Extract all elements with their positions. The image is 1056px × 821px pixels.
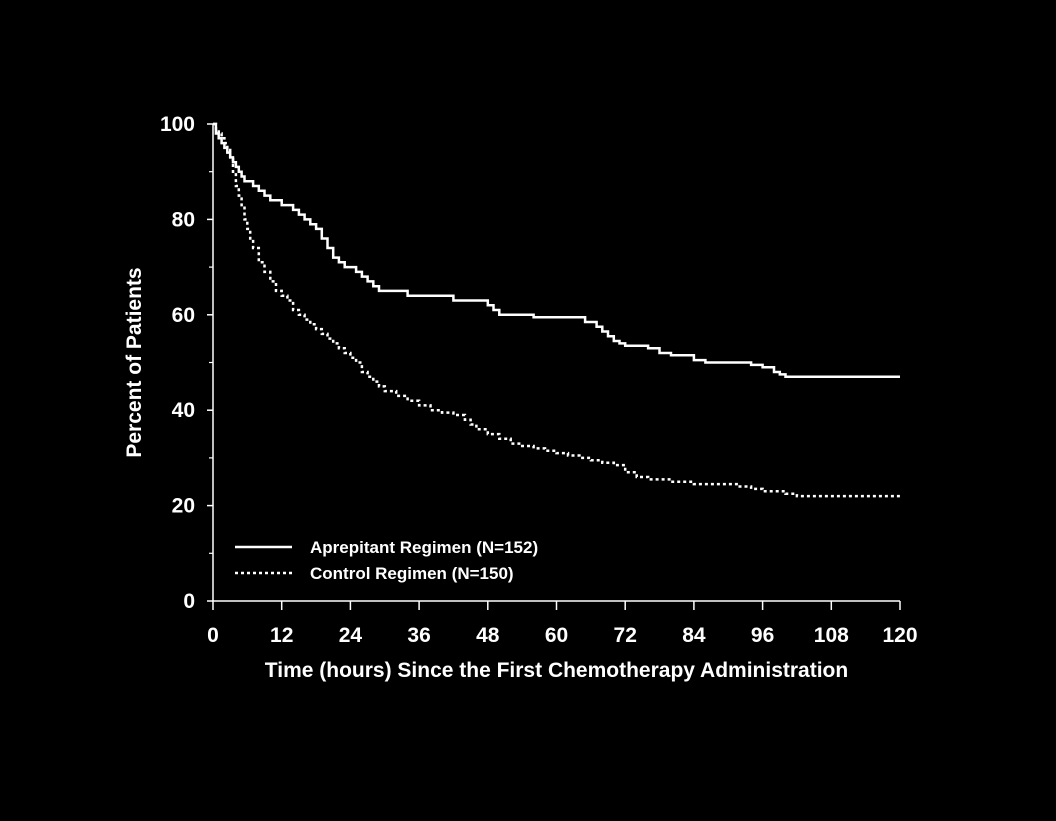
x-tick-label: 120 — [882, 624, 917, 647]
x-tick-label: 108 — [814, 624, 849, 647]
x-tick-label: 24 — [339, 624, 363, 647]
axes: 0 20 40 60 80 100 0 12 24 36 48 60 72 84 96 108 120 — [160, 113, 918, 647]
x-tick-label: 72 — [614, 624, 637, 647]
y-tick-label: 60 — [172, 304, 195, 327]
x-tick-label: 12 — [270, 624, 293, 647]
y-tick-label: 20 — [172, 495, 195, 518]
y-tick-label: 100 — [160, 113, 195, 136]
x-tick-label: 84 — [682, 624, 706, 647]
x-tick-label: 48 — [476, 624, 500, 647]
y-axis-title: Percent of Patients — [123, 267, 146, 457]
series-line-control — [213, 122, 900, 498]
x-tick-label: 0 — [207, 624, 219, 647]
x-tick-label: 60 — [545, 624, 568, 647]
series-lines — [213, 122, 900, 498]
x-axis-title: Time (hours) Since the First Chemotherap… — [265, 659, 848, 682]
legend-label: Control Regimen (N=150) — [310, 564, 514, 583]
x-tick-label: 96 — [751, 624, 774, 647]
legend-label: Aprepitant Regimen (N=152) — [310, 538, 538, 557]
y-tick-label: 80 — [172, 208, 195, 231]
x-tick-label: 36 — [407, 624, 430, 647]
legend: Aprepitant Regimen (N=152) Control Regime… — [235, 538, 538, 583]
y-tick-label: 0 — [183, 590, 195, 613]
y-tick-label: 40 — [172, 399, 195, 422]
series-line-aprepitant — [213, 122, 900, 379]
